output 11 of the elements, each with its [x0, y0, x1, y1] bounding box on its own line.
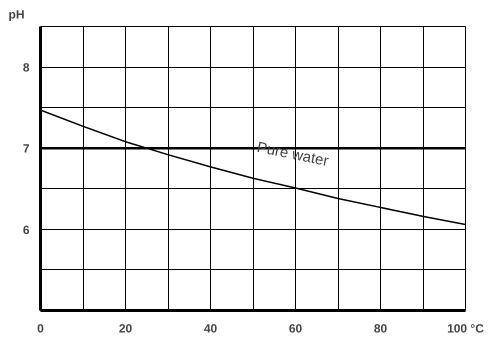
x-tick-label: 80: [374, 322, 388, 336]
y-tick-label: 6: [22, 222, 30, 237]
y-tick-label: 8: [22, 60, 30, 75]
x-tick-label: 0: [37, 322, 44, 336]
x-tick-label: 20: [118, 322, 132, 336]
annotation: Pure water: [256, 138, 330, 170]
x-tick-label: 60: [288, 322, 302, 336]
y-tick-label: 7: [22, 142, 30, 156]
x-tick-label: 100 °C: [447, 322, 484, 336]
y-axis-title: pH: [8, 8, 24, 22]
x-tick-label: 40: [204, 322, 218, 336]
